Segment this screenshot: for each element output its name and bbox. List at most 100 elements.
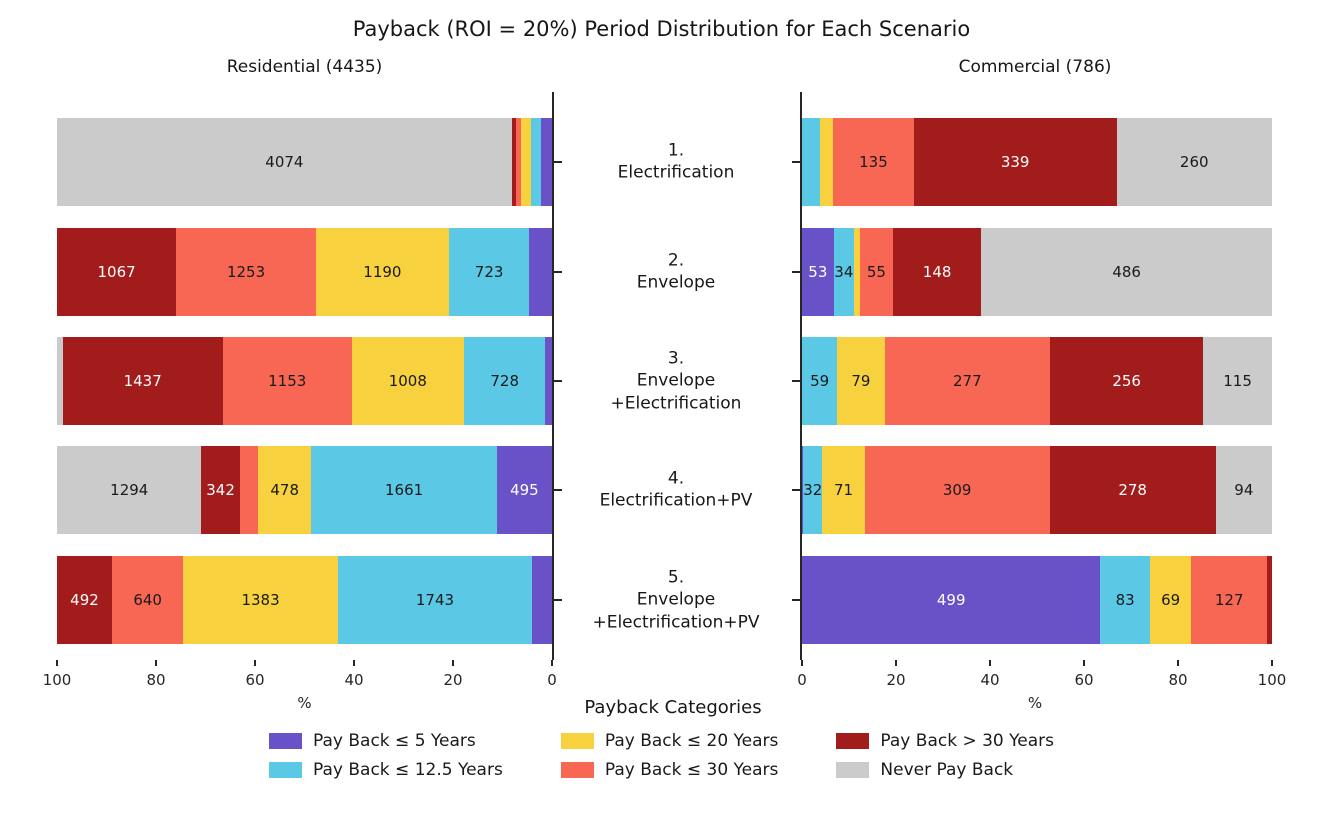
bar-segment-le20 bbox=[521, 118, 531, 206]
bar-segment-le30 bbox=[239, 446, 259, 534]
bar-segment-never: 260 bbox=[1116, 118, 1272, 206]
bar-value-label: 478 bbox=[270, 481, 300, 499]
bar-segment-le20: 1383 bbox=[183, 556, 338, 644]
bar-segment-gt30: 492 bbox=[57, 556, 112, 644]
legend-label-never: Never Pay Back bbox=[880, 760, 1014, 780]
bar-segment-le20: 71 bbox=[822, 446, 865, 534]
bar-segment-gt30 bbox=[511, 118, 516, 206]
bar-segment-le30: 1253 bbox=[176, 228, 316, 316]
bar-value-label: 135 bbox=[859, 153, 888, 171]
category-label-4: 4. Electrification+PV bbox=[599, 468, 753, 511]
legend-column: Pay Back ≤ 20 Years Pay Back ≤ 30 Years bbox=[560, 731, 779, 780]
bar-segment-le30: 127 bbox=[1191, 556, 1268, 644]
bar-segment-never: 1294 bbox=[57, 446, 202, 534]
category-label-2: 2. Envelope bbox=[636, 250, 716, 293]
bar-value-label: 32 bbox=[803, 481, 823, 499]
bar-segment-never: 94 bbox=[1215, 446, 1272, 534]
bar-value-label: 278 bbox=[1118, 481, 1147, 499]
legend-label-le12_5: Pay Back ≤ 12.5 Years bbox=[313, 760, 503, 780]
bar-row-commercial-1: 135 339 260 bbox=[802, 118, 1272, 206]
x-tick-label: 40 bbox=[980, 671, 1000, 689]
bar-value-label: 79 bbox=[851, 372, 871, 390]
bar-value-label: 1743 bbox=[415, 591, 455, 609]
bar-value-label: 342 bbox=[206, 481, 235, 499]
x-tick bbox=[1271, 660, 1273, 666]
x-tick bbox=[353, 660, 355, 666]
bar-value-label: 59 bbox=[810, 372, 830, 390]
bar-segment-le20: 478 bbox=[258, 446, 312, 534]
bar-segment-le5 bbox=[532, 556, 552, 644]
legend-swatch-never bbox=[836, 762, 870, 778]
legend-label-le5: Pay Back ≤ 5 Years bbox=[313, 731, 476, 751]
bar-value-label: 277 bbox=[952, 372, 982, 390]
bar-segment-le30: 277 bbox=[884, 337, 1051, 425]
bar-value-label: 1383 bbox=[241, 591, 280, 609]
bar-value-label: 486 bbox=[1112, 263, 1141, 281]
legend-label-le20: Pay Back ≤ 20 Years bbox=[604, 731, 779, 751]
y-tick bbox=[792, 599, 800, 601]
bar-segment-never bbox=[57, 337, 63, 425]
bar-segment-le12_5 bbox=[802, 118, 820, 206]
x-tick bbox=[254, 660, 256, 666]
legend: Pay Back ≤ 5 Years Pay Back ≤ 12.5 Years P… bbox=[0, 731, 1323, 780]
bar-value-label: 260 bbox=[1179, 153, 1209, 171]
y-tick bbox=[554, 161, 562, 163]
x-tick bbox=[452, 660, 454, 666]
bar-value-label: 1294 bbox=[110, 481, 149, 499]
bar-segment-le12_5: 32 bbox=[803, 446, 823, 534]
bar-row-residential-2: 723 1190 1253 1067 bbox=[57, 228, 552, 316]
y-tick bbox=[792, 271, 800, 273]
y-tick bbox=[792, 161, 800, 163]
residential-plot-area: 4074 723 1190 1253 1067 728 1008 1153 1437 495 166… bbox=[43, 92, 562, 689]
x-tick bbox=[56, 660, 58, 666]
bar-row-residential-3: 728 1008 1153 1437 bbox=[57, 337, 552, 425]
bar-segment-le30: 55 bbox=[859, 228, 893, 316]
bar-segment-never: 486 bbox=[981, 228, 1272, 316]
bar-segment-le20 bbox=[819, 118, 834, 206]
x-tick bbox=[895, 660, 897, 666]
bar-value-label: 640 bbox=[133, 591, 162, 609]
category-label-3: 3. Envelope +Electrification bbox=[610, 348, 742, 414]
legend-item-le12_5: Pay Back ≤ 12.5 Years bbox=[269, 760, 503, 780]
legend-item-le20: Pay Back ≤ 20 Years bbox=[560, 731, 779, 751]
bar-segment-le12_5: 723 bbox=[448, 228, 530, 316]
bar-value-label: 1008 bbox=[388, 372, 427, 390]
x-tick-label: 60 bbox=[1074, 671, 1094, 689]
bar-value-label: 499 bbox=[936, 591, 966, 609]
bar-segment-le30: 640 bbox=[111, 556, 184, 644]
x-tick-label: 0 bbox=[547, 671, 557, 689]
bar-value-label: 339 bbox=[1000, 153, 1030, 171]
x-tick bbox=[155, 660, 157, 666]
x-tick-label: 100 bbox=[42, 671, 72, 689]
bar-segment-le5 bbox=[541, 118, 552, 206]
bar-segment-le20 bbox=[854, 228, 860, 316]
legend-item-le5: Pay Back ≤ 5 Years bbox=[269, 731, 503, 751]
bar-segment-gt30: 342 bbox=[201, 446, 240, 534]
bar-segment-gt30: 278 bbox=[1049, 446, 1216, 534]
scenario-labels-column: 1. Electrification 2. Envelope 3. Envelope +El… bbox=[552, 0, 800, 814]
bar-segment-le5 bbox=[529, 228, 552, 316]
y-tick bbox=[792, 380, 800, 382]
legend-swatch-le5 bbox=[269, 733, 303, 749]
bar-value-label: 115 bbox=[1223, 372, 1252, 390]
legend-label-le30: Pay Back ≤ 30 Years bbox=[604, 760, 779, 780]
bar-segment-gt30: 256 bbox=[1050, 337, 1204, 425]
category-label-1: 1. Electrification bbox=[617, 140, 735, 183]
subplot-title-residential: Residential (4435) bbox=[226, 57, 383, 77]
bar-segment-le30: 309 bbox=[864, 446, 1050, 534]
bar-segment-never: 115 bbox=[1203, 337, 1272, 425]
legend-item-le30: Pay Back ≤ 30 Years bbox=[560, 760, 779, 780]
bar-value-label: 127 bbox=[1214, 591, 1244, 609]
legend-swatch-le30 bbox=[560, 762, 594, 778]
bar-value-label: 728 bbox=[490, 372, 519, 390]
legend-title: Payback Categories bbox=[584, 697, 762, 718]
bar-segment-le20: 1008 bbox=[351, 337, 465, 425]
bar-segment-le20: 69 bbox=[1150, 556, 1192, 644]
legend-column: Pay Back > 30 Years Never Pay Back bbox=[836, 731, 1054, 780]
bar-segment-le30 bbox=[515, 118, 522, 206]
bar-value-label: 492 bbox=[70, 591, 99, 609]
bar-segment-le20: 1190 bbox=[315, 228, 449, 316]
bar-value-label: 83 bbox=[1115, 591, 1135, 609]
legend-swatch-le20 bbox=[560, 733, 594, 749]
